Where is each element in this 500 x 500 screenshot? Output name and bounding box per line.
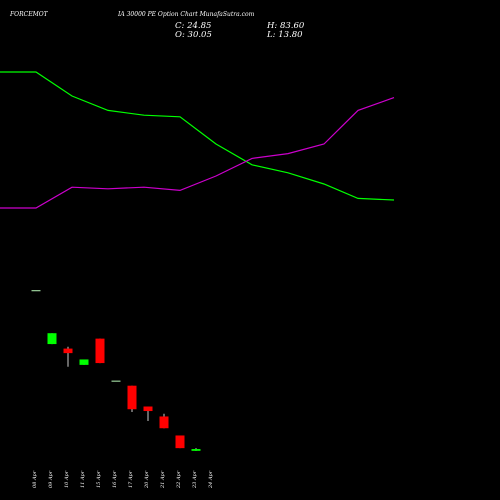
chart-symbol: FORCEMOT xyxy=(9,11,49,18)
x-tick-label: 15 Apr xyxy=(96,470,102,488)
x-axis-ticks: 08 Apr 09 Apr 10 Apr 11 Apr 15 Apr 16 Apr 17 A… xyxy=(32,470,214,489)
x-tick-label: 21 Apr xyxy=(160,470,166,489)
line-panel xyxy=(0,71,395,209)
high-value: H: 83.60 xyxy=(266,21,305,31)
candle-down xyxy=(159,416,169,429)
candle-down xyxy=(175,435,185,449)
x-tick-label: 23 Apr xyxy=(192,470,198,489)
x-tick-label: 09 Apr xyxy=(48,470,54,488)
candle-down xyxy=(63,348,73,354)
candle-up xyxy=(47,333,57,345)
open-value: O: 30.05 xyxy=(175,30,212,40)
x-tick-label: 10 Apr xyxy=(64,470,70,488)
x-tick-label: 20 Apr xyxy=(144,470,150,489)
x-tick-label: 16 Apr xyxy=(112,470,118,488)
candle-down xyxy=(143,406,153,412)
green-line-series xyxy=(0,71,395,201)
x-tick-label: 08 Apr xyxy=(32,470,38,488)
candle-panel xyxy=(31,290,201,451)
candle-up xyxy=(191,449,201,451)
candle-up xyxy=(79,359,89,365)
candle-down xyxy=(95,338,105,364)
x-tick-label: 22 Apr xyxy=(176,470,182,489)
close-value: C: 24.85 xyxy=(175,21,211,31)
low-value: L: 13.80 xyxy=(266,30,303,40)
x-tick-label: 24 Apr xyxy=(208,470,214,489)
chart-subtitle: IA 30000 PE Option Chart MunafaSutra.com xyxy=(117,11,255,18)
magenta-line-series xyxy=(0,97,395,209)
x-tick-label: 17 Apr xyxy=(128,470,134,488)
x-tick-label: 11 Apr xyxy=(80,470,86,488)
candle-down xyxy=(127,385,137,410)
